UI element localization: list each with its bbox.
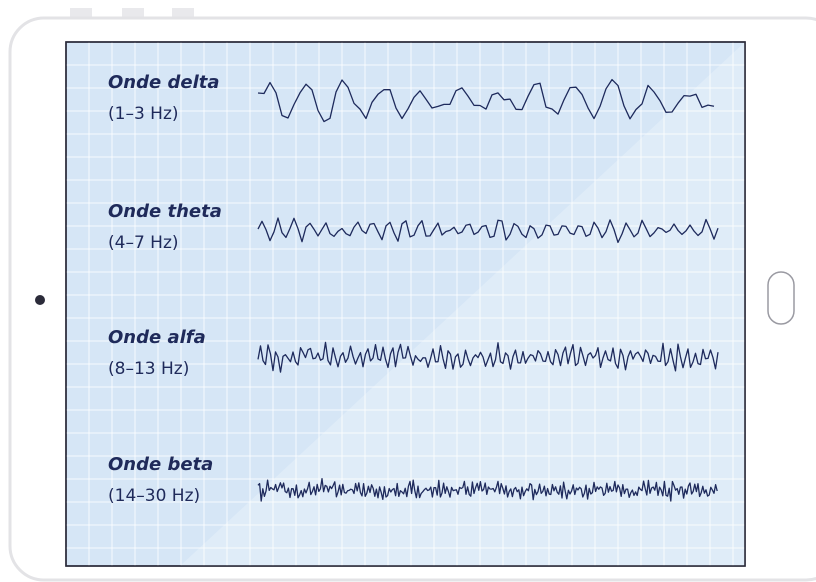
camera [35,295,45,305]
wave-name: Onde theta [108,201,222,222]
wave-band: (4–7 Hz) [108,233,179,253]
page: Onde delta (1–3 Hz) Onde theta (4–7 Hz) Onde… [0,0,816,582]
wave-name: Onde beta [108,454,213,475]
tablet-illustration: Onde delta (1–3 Hz) Onde theta (4–7 Hz) Onde… [0,0,816,582]
wave-band: (8–13 Hz) [108,359,189,379]
wave-band: (1–3 Hz) [108,104,179,124]
wave-band: (14–30 Hz) [108,486,200,506]
wave-name: Onde alfa [108,327,206,348]
wave-name: Onde delta [108,72,220,93]
home-button [768,272,794,324]
